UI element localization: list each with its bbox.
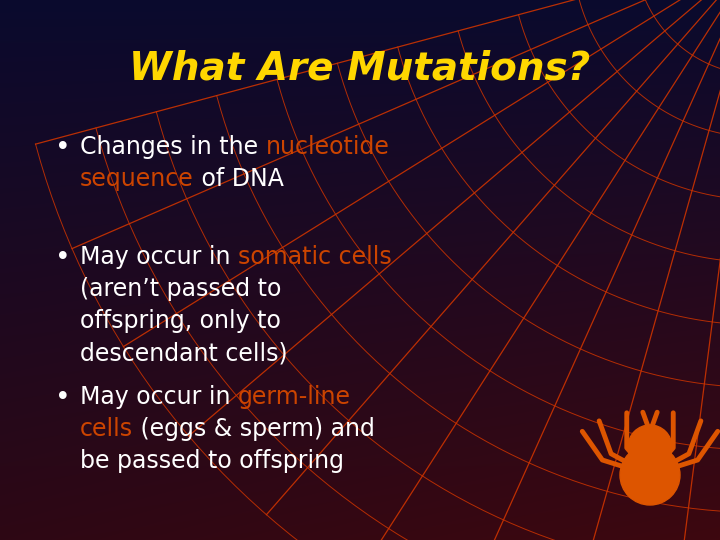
Text: offspring, only to: offspring, only to [80, 309, 281, 333]
Text: Changes in the: Changes in the [80, 135, 266, 159]
Text: somatic cells: somatic cells [238, 245, 392, 269]
Text: be passed to offspring: be passed to offspring [80, 449, 344, 473]
Text: cells: cells [80, 417, 133, 441]
Text: of DNA: of DNA [194, 167, 284, 191]
Circle shape [628, 425, 672, 469]
Circle shape [620, 445, 680, 505]
Text: nucleotide: nucleotide [266, 135, 390, 159]
Text: •: • [55, 135, 71, 161]
Text: germ-line: germ-line [238, 385, 351, 409]
Text: •: • [55, 385, 71, 411]
Text: What Are Mutations?: What Are Mutations? [130, 50, 590, 88]
Text: May occur in: May occur in [80, 245, 238, 269]
Text: •: • [55, 245, 71, 271]
Text: May occur in: May occur in [80, 385, 238, 409]
Text: (eggs & sperm) and: (eggs & sperm) and [133, 417, 375, 441]
Text: (aren’t passed to: (aren’t passed to [80, 277, 282, 301]
Text: sequence: sequence [80, 167, 194, 191]
Text: descendant cells): descendant cells) [80, 341, 287, 365]
